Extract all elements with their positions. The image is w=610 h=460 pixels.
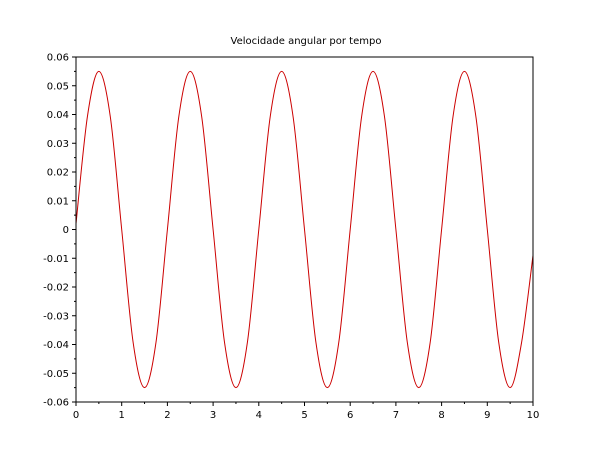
y-axis-ticks: -0.06 -0.05 -0.04 -0.03 -0.02 -0.01 0 0.01 0.02 0… [43,53,76,409]
y-tick-label: -0.06 [43,398,69,409]
y-tick-label: 0.04 [47,110,69,121]
y-tick-label: -0.02 [43,283,69,294]
x-tick-label: 10 [527,410,540,421]
y-tick-label: -0.04 [43,340,69,351]
x-tick-label: 2 [164,410,170,421]
y-tick-label: 0 [63,225,69,236]
chart-title: Velocidade angular por tempo [231,36,382,47]
y-tick-label: 0.03 [47,139,69,150]
y-tick-label: -0.01 [43,254,69,265]
x-tick-label: 5 [301,410,307,421]
x-tick-label: 6 [347,410,353,421]
y-tick-label: -0.05 [43,369,69,380]
x-axis-ticks: 0 1 2 3 4 5 6 7 8 9 10 [73,402,540,421]
y-tick-label: 0.01 [47,196,69,207]
y-tick-label: 0.02 [47,168,69,179]
y-tick-label: -0.03 [43,311,69,322]
y-tick-label: 0.05 [47,81,69,92]
x-tick-label: 9 [484,410,490,421]
x-tick-label: 8 [438,410,444,421]
x-tick-label: 4 [256,410,262,421]
x-tick-label: 3 [210,410,216,421]
plot-frame [75,56,534,403]
plot-area [75,70,534,389]
y-tick-label: 0.06 [47,53,69,64]
x-tick-label: 1 [119,410,125,421]
series-line [75,70,534,389]
x-tick-label: 0 [73,410,79,421]
x-tick-label: 7 [393,410,399,421]
